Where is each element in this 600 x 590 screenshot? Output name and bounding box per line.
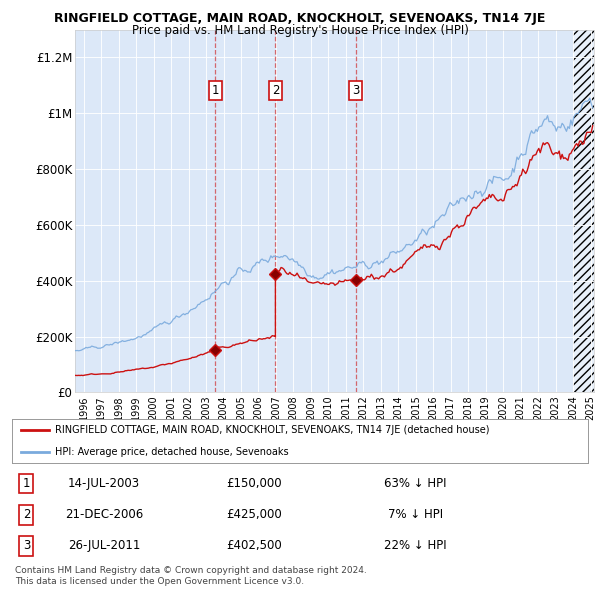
Text: 3: 3 (23, 539, 30, 552)
Text: 26-JUL-2011: 26-JUL-2011 (68, 539, 140, 552)
Text: £402,500: £402,500 (226, 539, 282, 552)
Text: 2: 2 (23, 508, 30, 522)
Text: 14-JUL-2003: 14-JUL-2003 (68, 477, 140, 490)
Text: 21-DEC-2006: 21-DEC-2006 (65, 508, 143, 522)
Text: £425,000: £425,000 (226, 508, 282, 522)
Text: RINGFIELD COTTAGE, MAIN ROAD, KNOCKHOLT, SEVENOAKS, TN14 7JE: RINGFIELD COTTAGE, MAIN ROAD, KNOCKHOLT,… (55, 12, 545, 25)
Text: 3: 3 (352, 84, 359, 97)
Bar (573, 30, 600, 392)
Text: 1: 1 (23, 477, 30, 490)
Text: 7% ↓ HPI: 7% ↓ HPI (388, 508, 443, 522)
Text: 1: 1 (212, 84, 219, 97)
Text: RINGFIELD COTTAGE, MAIN ROAD, KNOCKHOLT, SEVENOAKS, TN14 7JE (detached house): RINGFIELD COTTAGE, MAIN ROAD, KNOCKHOLT,… (55, 425, 490, 435)
Text: 63% ↓ HPI: 63% ↓ HPI (384, 477, 446, 490)
Text: 22% ↓ HPI: 22% ↓ HPI (384, 539, 446, 552)
Text: £150,000: £150,000 (226, 477, 282, 490)
Text: HPI: Average price, detached house, Sevenoaks: HPI: Average price, detached house, Seve… (55, 447, 289, 457)
Text: Contains HM Land Registry data © Crown copyright and database right 2024.
This d: Contains HM Land Registry data © Crown c… (15, 566, 367, 586)
Text: Price paid vs. HM Land Registry's House Price Index (HPI): Price paid vs. HM Land Registry's House … (131, 24, 469, 37)
Text: 2: 2 (272, 84, 279, 97)
